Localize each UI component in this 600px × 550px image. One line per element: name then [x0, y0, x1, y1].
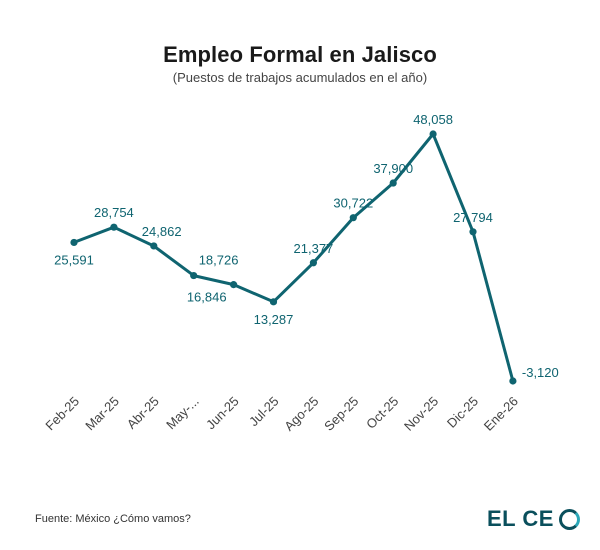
x-tick-label: Jun-25 — [203, 394, 242, 433]
logo-ring-icon — [559, 509, 580, 530]
data-point — [110, 224, 117, 231]
data-point — [430, 130, 437, 137]
x-tick-label: May-... — [163, 394, 202, 433]
data-point — [310, 259, 317, 266]
data-label: 13,287 — [254, 312, 294, 327]
x-tick-label: Dic-25 — [444, 394, 481, 431]
data-point — [350, 214, 357, 221]
data-label: 18,726 — [199, 253, 239, 268]
data-point — [70, 239, 77, 246]
point-layer — [70, 130, 516, 384]
series-line — [74, 134, 513, 381]
line-layer — [74, 134, 513, 381]
data-label: -3,120 — [522, 365, 559, 380]
value-label-layer: 25,591 28,754 24,862 18,726 16,846 13,287 21,3… — [54, 112, 559, 380]
data-point — [509, 377, 516, 384]
data-point — [270, 298, 277, 305]
data-label: 25,591 — [54, 252, 94, 267]
logo-text: EL CE — [487, 506, 554, 532]
x-tick-label: Mar-25 — [82, 394, 122, 434]
data-point — [469, 228, 476, 235]
x-axis-ticks: Feb-25 Mar-25 Abr-25 May-... Jun-25 Jul-25 Ago… — [42, 394, 521, 434]
data-point — [390, 179, 397, 186]
data-label: 27,794 — [453, 210, 493, 225]
data-point — [150, 242, 157, 249]
source-note: Fuente: México ¿Cómo vamos? — [35, 513, 191, 525]
data-label: 37,900 — [373, 161, 413, 176]
data-point — [190, 272, 197, 279]
data-label: 28,754 — [94, 205, 134, 220]
x-tick-label: Sep-25 — [321, 394, 361, 434]
data-label: 21,377 — [294, 241, 334, 256]
x-tick-label: Ene-26 — [481, 394, 521, 434]
line-chart: 25,591 28,754 24,862 18,726 16,846 13,287 21,3… — [0, 0, 600, 550]
brand-logo: EL CE — [487, 506, 580, 532]
x-tick-label: Jul-25 — [246, 394, 282, 430]
x-tick-label: Feb-25 — [42, 394, 82, 434]
x-tick-label: Oct-25 — [363, 394, 401, 432]
x-tick-label: Abr-25 — [124, 394, 162, 432]
data-label: 30,722 — [333, 196, 373, 211]
x-tick-label: Nov-25 — [401, 394, 441, 434]
data-label: 24,862 — [142, 224, 182, 239]
data-label: 48,058 — [413, 112, 453, 127]
data-label: 16,846 — [187, 290, 227, 305]
data-point — [230, 281, 237, 288]
x-tick-label: Ago-25 — [281, 394, 321, 434]
